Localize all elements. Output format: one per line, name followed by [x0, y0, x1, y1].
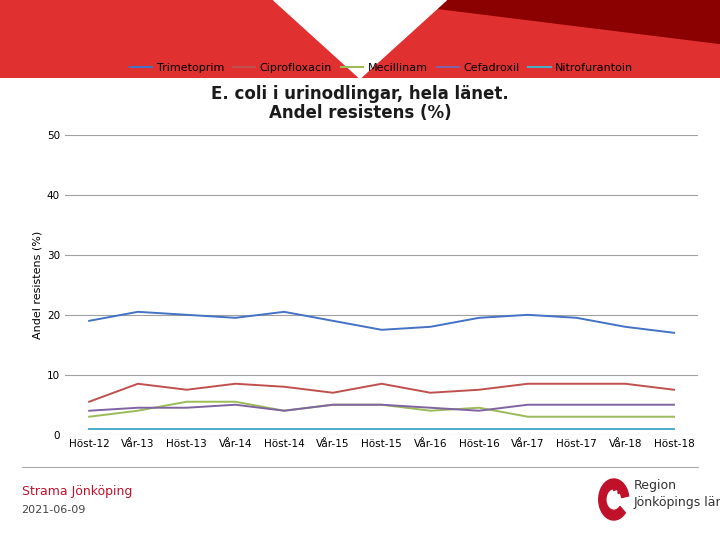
Polygon shape [274, 0, 446, 78]
Nitrofurantoin [182, 426, 191, 432]
Ciprofloxacin [426, 389, 435, 396]
Ciprofloxacin [231, 381, 240, 387]
Trimetoprim [328, 318, 337, 324]
Trimetoprim [134, 308, 143, 315]
Mecillinam [231, 399, 240, 405]
Cefadroxil [426, 404, 435, 411]
Mecillinam [670, 414, 678, 420]
Nitrofurantoin [280, 426, 289, 432]
Trimetoprim [572, 315, 581, 321]
Cefadroxil [231, 402, 240, 408]
Cefadroxil [523, 402, 532, 408]
Mecillinam [182, 399, 191, 405]
Nitrofurantoin [85, 426, 94, 432]
Ciprofloxacin [280, 383, 289, 390]
Mecillinam [523, 414, 532, 420]
Mecillinam [621, 414, 629, 420]
Trimetoprim [377, 327, 386, 333]
Mecillinam [134, 408, 143, 414]
Nitrofurantoin [621, 426, 629, 432]
Trimetoprim [474, 315, 483, 321]
Ciprofloxacin [670, 387, 678, 393]
Nitrofurantoin [670, 426, 678, 432]
Ciprofloxacin [182, 387, 191, 393]
Trimetoprim [621, 323, 629, 330]
Polygon shape [0, 0, 720, 78]
Mecillinam [426, 408, 435, 414]
Ciprofloxacin [85, 399, 94, 405]
Cefadroxil [474, 408, 483, 414]
Nitrofurantoin [523, 426, 532, 432]
Text: 2021-06-09: 2021-06-09 [22, 505, 86, 515]
Trimetoprim [280, 308, 289, 315]
Cefadroxil [134, 404, 143, 411]
Nitrofurantoin [328, 426, 337, 432]
Text: E. coli i urinodlingar, hela länet.: E. coli i urinodlingar, hela länet. [211, 85, 509, 103]
Nitrofurantoin [572, 426, 581, 432]
Legend: Trimetoprim, Ciprofloxacin, Mecillinam, Cefadroxil, Nitrofurantoin: Trimetoprim, Ciprofloxacin, Mecillinam, … [126, 58, 637, 77]
Line: Ciprofloxacin: Ciprofloxacin [89, 384, 674, 402]
Nitrofurantoin [134, 426, 143, 432]
Line: Cefadroxil: Cefadroxil [89, 405, 674, 411]
Mecillinam [572, 414, 581, 420]
Y-axis label: Andel resistens (%): Andel resistens (%) [32, 231, 42, 339]
Nitrofurantoin [377, 426, 386, 432]
Ciprofloxacin [474, 387, 483, 393]
Trimetoprim [670, 329, 678, 336]
Cefadroxil [85, 408, 94, 414]
Trimetoprim [231, 315, 240, 321]
Ciprofloxacin [621, 381, 629, 387]
Mecillinam [328, 402, 337, 408]
Mecillinam [85, 414, 94, 420]
Trimetoprim [182, 312, 191, 318]
Mecillinam [474, 404, 483, 411]
Nitrofurantoin [231, 426, 240, 432]
Cefadroxil [280, 408, 289, 414]
Cefadroxil [328, 402, 337, 408]
Ciprofloxacin [572, 381, 581, 387]
Polygon shape [374, 0, 720, 43]
Wedge shape [599, 479, 629, 520]
Cefadroxil [572, 402, 581, 408]
Cefadroxil [182, 404, 191, 411]
Trimetoprim [85, 318, 94, 324]
Nitrofurantoin [426, 426, 435, 432]
Cefadroxil [670, 402, 678, 408]
Cefadroxil [621, 402, 629, 408]
Text: Strama Jönköping: Strama Jönköping [22, 485, 132, 498]
Ciprofloxacin [134, 381, 143, 387]
Trimetoprim [426, 323, 435, 330]
Ciprofloxacin [328, 389, 337, 396]
Ciprofloxacin [523, 381, 532, 387]
Nitrofurantoin [474, 426, 483, 432]
Line: Trimetoprim: Trimetoprim [89, 312, 674, 333]
Mecillinam [280, 408, 289, 414]
Line: Mecillinam: Mecillinam [89, 402, 674, 417]
Trimetoprim [523, 312, 532, 318]
Ciprofloxacin [377, 381, 386, 387]
Mecillinam [377, 402, 386, 408]
Text: Region
Jönköpings län: Region Jönköpings län [634, 479, 720, 509]
Cefadroxil [377, 402, 386, 408]
Text: Andel resistens (%): Andel resistens (%) [269, 104, 451, 122]
